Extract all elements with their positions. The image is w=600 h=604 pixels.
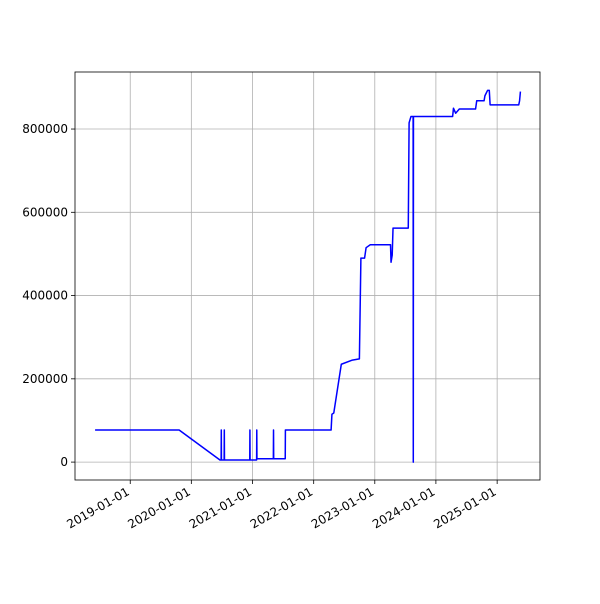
x-tick-label: 2023-01-01	[309, 484, 376, 531]
y-tick-label: 200000	[22, 372, 68, 386]
y-tick-label: 400000	[22, 289, 68, 303]
x-tick-label: 2021-01-01	[187, 484, 254, 531]
plot-frame	[74, 71, 541, 481]
x-tick-label: 2020-01-01	[125, 484, 192, 531]
x-tick-label: 2024-01-01	[370, 484, 437, 531]
x-tick-label: 2019-01-01	[64, 484, 131, 531]
x-tick-label: 2025-01-01	[431, 484, 498, 531]
x-tick-label: 2022-01-01	[248, 484, 315, 531]
y-tick-label: 800000	[22, 122, 68, 136]
data-line	[95, 89, 522, 463]
y-tick-label: 0	[60, 455, 68, 469]
y-tick-label: 600000	[22, 205, 68, 219]
